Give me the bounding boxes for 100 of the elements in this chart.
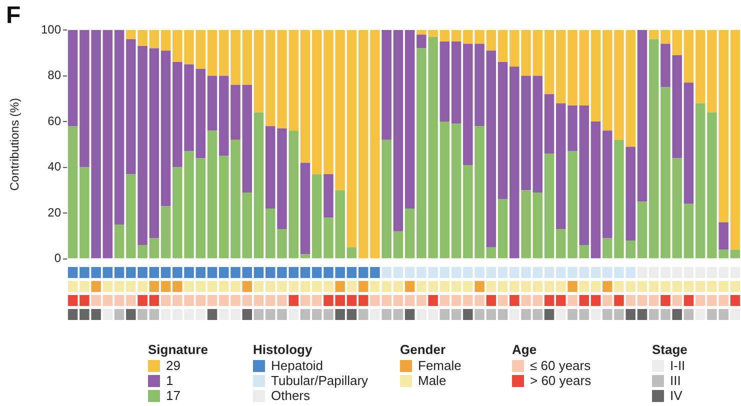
bar <box>648 39 659 258</box>
legend-title: Stage <box>652 342 688 357</box>
y-tick-label: 40 <box>48 160 62 174</box>
bar <box>486 30 496 51</box>
y-tick-label: 60 <box>48 114 62 128</box>
bar <box>416 34 426 48</box>
legend-label: III <box>670 373 681 388</box>
legend-label: Hepatoid <box>271 358 324 373</box>
bar <box>404 208 415 258</box>
legend-label: Others <box>271 388 310 403</box>
legend-label: 1 <box>166 373 174 388</box>
legend-label: 29 <box>166 358 180 373</box>
bar <box>265 126 276 208</box>
bar <box>440 41 450 122</box>
legend-label: > 60 years <box>530 373 592 388</box>
bar <box>532 30 543 76</box>
bar <box>300 254 310 258</box>
bar <box>300 30 310 163</box>
bar <box>602 130 612 238</box>
bar <box>149 30 160 48</box>
legend-title: Gender <box>400 342 447 357</box>
bar <box>532 76 543 192</box>
bar <box>265 30 276 126</box>
bar <box>590 122 601 258</box>
legend-label: IV <box>670 388 682 403</box>
bar <box>393 231 404 258</box>
bar <box>254 30 264 112</box>
bar <box>440 122 450 258</box>
bar <box>114 30 124 224</box>
bar <box>684 30 694 83</box>
bar <box>160 30 171 51</box>
bar <box>312 174 322 258</box>
bar <box>602 238 612 258</box>
bar <box>393 30 404 232</box>
bar <box>498 62 508 200</box>
bar <box>196 30 206 69</box>
bar <box>637 30 648 202</box>
bar <box>160 50 171 206</box>
bar <box>451 124 462 258</box>
bar <box>265 208 276 258</box>
bar <box>370 30 380 258</box>
legend-label: Tubular/Papillary <box>271 373 368 388</box>
legend-title: Signature <box>148 342 208 357</box>
bar <box>648 30 659 40</box>
chart-title: F <box>6 2 21 30</box>
bar <box>149 48 160 238</box>
bar <box>684 204 694 258</box>
bar <box>254 112 264 258</box>
bar <box>544 94 554 154</box>
bar <box>521 190 531 258</box>
legend-label: Female <box>418 358 462 373</box>
bar <box>718 222 728 250</box>
legend-title: Histology <box>253 342 314 357</box>
bar <box>486 247 496 258</box>
bar <box>637 202 648 258</box>
legend-label: Male <box>418 373 446 388</box>
bar <box>486 50 496 248</box>
bar <box>196 68 206 158</box>
bar <box>358 30 368 258</box>
bar <box>196 158 206 258</box>
bar <box>498 199 508 258</box>
bar <box>346 30 357 248</box>
legend-label: 17 <box>166 388 180 403</box>
y-tick-label: 100 <box>40 22 62 36</box>
bar <box>382 30 392 140</box>
bar <box>695 30 706 104</box>
bar <box>114 224 124 258</box>
bar <box>404 30 415 208</box>
bar <box>102 30 113 258</box>
bar <box>68 30 78 126</box>
bar <box>382 140 392 258</box>
y-axis-title: Contributions (%) <box>8 98 22 191</box>
bar <box>207 30 218 76</box>
legend-title: Age <box>512 342 538 357</box>
bar <box>695 103 706 258</box>
bar <box>498 30 508 62</box>
bar <box>544 30 554 94</box>
bar <box>730 250 740 258</box>
bar <box>312 30 322 174</box>
bar <box>68 126 78 258</box>
bar <box>602 30 612 131</box>
bar <box>626 146 636 240</box>
bar <box>207 76 218 131</box>
bar <box>590 30 601 122</box>
legend-label: ≤ 60 years <box>530 358 591 373</box>
y-tick-label: 80 <box>48 68 62 82</box>
bar <box>160 206 171 258</box>
bar <box>730 30 740 250</box>
bar <box>149 238 160 258</box>
y-tick-label: 0 <box>54 251 62 266</box>
bar <box>207 130 218 258</box>
bar <box>544 154 554 258</box>
bar <box>440 30 450 42</box>
y-tick-label: 20 <box>48 205 62 220</box>
legend-label: I-II <box>670 358 686 373</box>
bar <box>451 41 462 124</box>
bar <box>277 128 287 230</box>
bar <box>346 247 357 258</box>
bar <box>324 174 334 218</box>
bar <box>451 30 462 42</box>
